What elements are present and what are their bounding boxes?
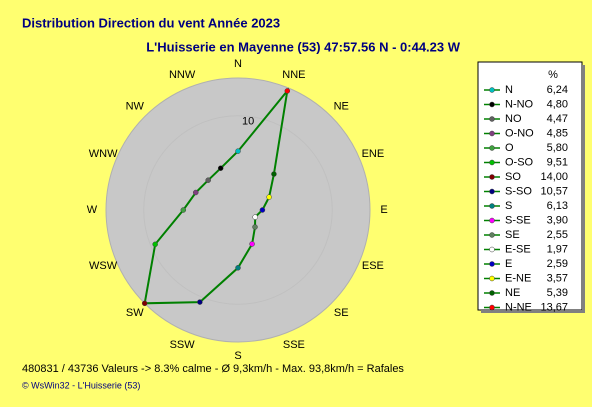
axis-label: SE [334,307,349,319]
legend-box [477,61,583,311]
legend-label: NE [505,287,520,299]
axis-label: N [234,58,242,70]
wind-marker [205,177,211,183]
axis-label: W [87,204,98,216]
legend-label: S-SE [505,214,531,226]
legend-marker [489,232,495,238]
wind-marker [266,194,272,200]
legend-value: 3,57 [547,272,568,284]
chart-title: Distribution Direction du vent Année 202… [22,15,280,30]
legend-label: O [505,142,514,154]
legend-marker [489,87,495,93]
legend-marker [489,246,495,253]
axis-label: SSE [283,339,305,351]
legend-value: 13,67 [540,301,568,313]
legend-shadow [582,65,585,313]
axis-label: SW [126,307,144,319]
legend-marker [489,188,495,195]
axis-label: ESE [362,260,384,272]
legend-value: 9,51 [547,156,568,168]
legend-label: E [505,258,512,270]
legend-label: O-SO [505,156,534,168]
legend-marker [489,101,495,108]
wind-marker [180,207,187,213]
radar-disk [105,77,371,343]
wind-marker [259,207,266,213]
wind-marker [152,241,158,248]
legend-value: 2,59 [547,258,568,270]
legend-value: 2,55 [547,229,568,241]
legend-label: S-SO [505,185,532,197]
legend-value: 6,13 [547,200,568,212]
legend-label: N [505,84,513,96]
axis-label: NNE [282,69,305,81]
wind-marker [284,88,291,94]
legend-value: 4,80 [547,98,568,110]
legend-value: 10,57 [540,185,568,197]
axis-label: SSW [170,339,196,351]
legend-value: 4,85 [547,127,568,139]
legend-label: O-NO [505,127,534,139]
legend-shadow [481,310,585,313]
legend-marker [489,174,495,180]
legend-label: N-NE [505,301,532,313]
legend-header: % [548,69,558,81]
legend-value: 5,80 [547,142,568,154]
legend-marker [489,116,495,122]
legend-marker [489,217,495,224]
grid-ring [143,115,333,305]
legend-value: 6,24 [547,84,568,96]
axis-label: NNW [169,69,196,81]
axis-label: WSW [89,260,118,272]
legend-label: E-SE [505,243,531,255]
axis-label: E [380,204,387,216]
axis-label: NW [126,101,145,113]
legend-label: N-NO [505,98,534,110]
legend-value: 1,97 [547,243,568,255]
legend-marker [489,159,495,166]
legend-value: 4,47 [547,113,568,125]
legend-marker [489,304,495,311]
legend-marker [489,145,495,151]
legend-label: S [505,200,512,212]
wind-marker [271,171,277,177]
legend-marker [489,261,495,267]
axis-label: ENE [362,148,385,160]
axis-label: S [234,350,241,362]
wind-marker [141,300,148,307]
legend-label: SO [505,171,521,183]
wind-marker [235,265,241,271]
footer: 480831 / 43736 Valeurs -> 8.3% calme - Ø… [22,363,404,375]
legend-label: NO [505,113,522,125]
r-tick-label: 10 [242,116,254,128]
wind-marker [252,224,258,230]
legend-marker [489,130,495,137]
axis-label: WNW [89,148,118,160]
legend-label: SE [505,229,520,241]
chart-subtitle: L'Huisserie en Mayenne (53) 47:57.56 N -… [146,39,461,54]
wind-marker [252,214,258,220]
legend-marker [489,290,495,296]
legend-marker [489,203,495,209]
legend-label: E-NE [505,272,531,284]
wind-marker [235,148,241,154]
axis-label: NE [334,101,349,113]
credit: © WsWin32 - L'Huisserie (53) [22,380,140,390]
wind-marker [217,165,224,171]
legend-value: 5,39 [547,287,568,299]
wind-marker [249,241,255,247]
legend-value: 3,90 [547,214,568,226]
legend-marker [489,275,495,282]
wind-marker [193,189,199,196]
wind-marker [197,299,203,305]
legend-value: 14,00 [540,171,568,183]
